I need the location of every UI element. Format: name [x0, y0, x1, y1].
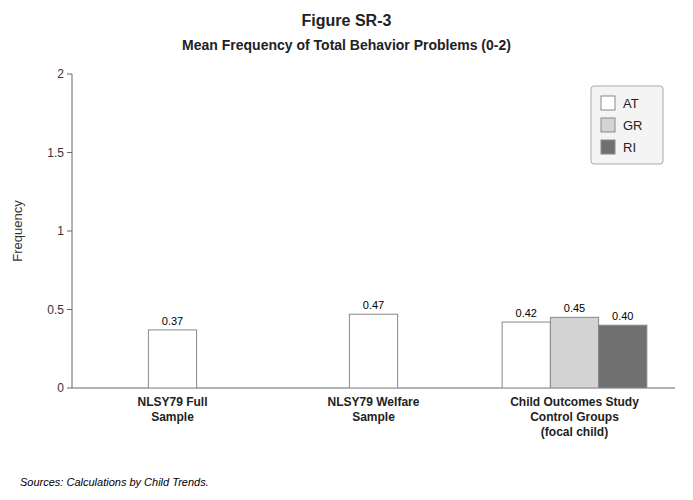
y-tick [67, 231, 72, 232]
x-tick-label: Child Outcomes StudyControl Groups(focal… [510, 395, 639, 439]
bar [349, 314, 397, 388]
bar [148, 330, 196, 388]
data-label: 0.42 [516, 307, 537, 319]
y-axis-label: Frequency [10, 200, 25, 262]
chart-container: Figure SR-3 Mean Frequency of Total Behav… [0, 0, 693, 500]
x-tick-label: NLSY79 WelfareSample [328, 395, 420, 424]
chart-svg: Figure SR-3 Mean Frequency of Total Behav… [0, 0, 693, 500]
x-tick-label-line: (focal child) [541, 425, 608, 439]
legend-swatch [601, 140, 615, 154]
bar [599, 325, 647, 388]
title: Figure SR-3 [302, 12, 392, 29]
x-tick-label: NLSY79 FullSample [137, 395, 207, 424]
y-tick-label: 2 [57, 67, 64, 81]
y-tick [67, 152, 72, 153]
x-tick-label-line: NLSY79 Full [137, 395, 207, 409]
legend-label: RI [623, 140, 636, 155]
x-tick-label-line: Sample [352, 410, 395, 424]
legend-label: GR [623, 118, 643, 133]
y-axis-line [72, 74, 73, 388]
data-labels: 0.37 0.47 0.42 0.45 0.40 [162, 299, 634, 327]
y-tick [67, 309, 72, 310]
legend: AT GR RI [591, 86, 663, 164]
y-tick [67, 74, 72, 75]
x-tick-label-line: Sample [151, 410, 194, 424]
subtitle: Mean Frequency of Total Behavior Problem… [182, 37, 511, 53]
data-label: 0.40 [612, 310, 633, 322]
y-tick-label: 0 [57, 381, 64, 395]
legend-swatch [601, 96, 615, 110]
source-note: Sources: Calculations by Child Trends. [20, 476, 209, 488]
data-label: 0.37 [162, 315, 183, 327]
bar [502, 322, 550, 388]
legend-frame [591, 86, 663, 164]
y-tick-label: 0.5 [47, 303, 64, 317]
legend-swatch [601, 118, 615, 132]
data-label: 0.47 [363, 299, 384, 311]
bars [148, 314, 646, 388]
x-tick-label-line: NLSY79 Welfare [328, 395, 420, 409]
x-tick-label-line: Control Groups [530, 410, 619, 424]
y-tick-label: 1 [57, 224, 64, 238]
bar [550, 317, 598, 388]
y-tick [67, 388, 72, 389]
legend-label: AT [623, 96, 639, 111]
x-tick-label-line: Child Outcomes Study [510, 395, 639, 409]
y-tick-label: 1.5 [47, 146, 64, 160]
background [0, 0, 693, 500]
data-label: 0.45 [564, 302, 585, 314]
